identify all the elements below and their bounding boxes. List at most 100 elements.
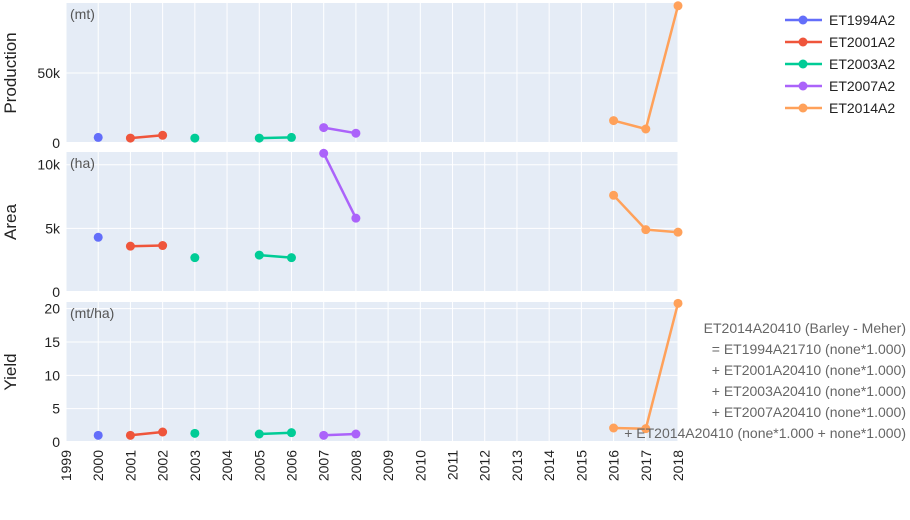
series-et2003a2-point	[254, 133, 264, 143]
unit-label: (ha)	[70, 155, 95, 171]
series-et2014a2-point	[673, 227, 683, 237]
x-tick-label: 1999	[58, 450, 74, 481]
x-tick-label: 2006	[283, 450, 299, 481]
series-et2001a2-point	[125, 430, 135, 440]
series-et2001a2-point	[158, 241, 168, 251]
series-et2014a2-point	[673, 1, 683, 11]
legend-label: ET2014A2	[829, 100, 895, 116]
series-et2001a2-point	[158, 427, 168, 437]
series-et2003a2-point	[286, 428, 296, 438]
legend-label: ET2007A2	[829, 78, 895, 94]
series-et2007a2-point	[319, 430, 329, 440]
series-et1994a2-point	[93, 232, 103, 242]
legend: ET1994A2 ET2001A2 ET2003A2 ET2007A2 ET2014A2	[785, 12, 895, 116]
annotation-line: = ET1994A21710 (none*1.000)	[712, 341, 906, 357]
plot-background	[66, 152, 678, 292]
x-tick-label: 2018	[670, 450, 686, 481]
series-et2003a2-line	[259, 253, 292, 259]
series-et1994a2-point	[93, 132, 103, 142]
y-tick-label: 10k	[37, 157, 61, 173]
x-tick-label: 2001	[122, 450, 138, 481]
x-tick-label: 2003	[187, 450, 203, 481]
series-et2014a2-point	[609, 116, 619, 126]
series-et2001a2-point	[125, 133, 135, 143]
panel-production: 0 50k Production (mt)	[1, 1, 683, 151]
x-tick-label: 2000	[90, 450, 106, 481]
series-et2007a2-point	[319, 123, 329, 133]
series-et2007a2-line	[322, 152, 358, 219]
legend-label: ET2001A2	[829, 34, 895, 50]
series-et2001a2-point	[125, 241, 135, 251]
y-tick-label: 0	[52, 434, 60, 450]
legend-swatch-marker	[798, 15, 808, 25]
x-tick-label: 2016	[606, 450, 622, 481]
x-tick-label: 2010	[412, 450, 428, 481]
x-tick-label: 2012	[477, 450, 493, 481]
annotation-line: + ET2003A20410 (none*1.000)	[712, 383, 906, 399]
x-tick-label: 2007	[316, 450, 332, 481]
x-tick-label: 2002	[155, 450, 171, 481]
unit-label: (mt)	[70, 6, 95, 22]
annotation-line: ET2014A20410 (Barley - Meher)	[704, 320, 906, 336]
series-et2003a2-point	[190, 253, 200, 263]
series-et2014a2-point	[641, 424, 651, 434]
x-tick-label: 2011	[445, 450, 461, 480]
legend-label: ET2003A2	[829, 56, 895, 72]
series-et2001a2-line	[130, 430, 163, 437]
series-et2001a2-point	[158, 130, 168, 140]
legend-swatch-marker	[798, 37, 808, 47]
unit-label: (mt/ha)	[70, 305, 114, 321]
series-et2014a2-point	[641, 124, 651, 134]
x-tick-label: 2008	[348, 450, 364, 481]
series-et2003a2-point	[190, 133, 200, 143]
y-axis-label: Production	[1, 32, 20, 113]
x-tick-label: 2013	[509, 450, 525, 481]
series-et1994a2-point	[93, 430, 103, 440]
annotation-line: + ET2001A20410 (none*1.000)	[712, 362, 906, 378]
y-axis-label: Yield	[1, 353, 20, 390]
plot-background	[66, 302, 678, 442]
series-et2007a2-point	[319, 148, 329, 158]
y-tick-label: 5	[52, 401, 60, 417]
y-tick-label: 20	[44, 301, 60, 317]
series-et2003a2-line	[259, 136, 292, 140]
series-et2014a2-point	[673, 298, 683, 308]
series-et2014a2-point	[641, 225, 651, 235]
series-et2014a2-point	[609, 190, 619, 200]
series-et2003a2-point	[254, 250, 264, 260]
x-tick-label: 2014	[541, 450, 557, 481]
x-tick-label: 2017	[638, 450, 654, 481]
series-et2003a2-point	[286, 132, 296, 142]
y-tick-label: 5k	[45, 220, 61, 236]
y-tick-label: 10	[44, 367, 60, 383]
legend-swatch-marker	[798, 81, 808, 91]
series-et2003a2-line	[259, 431, 292, 436]
panel-yield: 0 5 10 15 20 Yield (mt/ha)	[1, 298, 683, 450]
series-et2014a2-point	[609, 423, 619, 433]
annotation-line: + ET2014A20410 (none*1.000 + none*1.000)	[624, 425, 906, 441]
panel-area: 0 5k 10k Area (ha)	[1, 148, 683, 300]
x-tick-label: 2015	[573, 450, 589, 481]
legend-swatch-marker	[798, 103, 808, 113]
annotation: ET2014A20410 (Barley - Meher) = ET1994A21…	[624, 320, 906, 441]
legend-swatch-marker	[798, 59, 808, 69]
y-tick-label: 15	[44, 334, 60, 350]
series-et2007a2-point	[351, 429, 361, 439]
series-et2003a2-point	[254, 429, 264, 439]
series-et2001a2-line	[130, 244, 163, 248]
series-et2007a2-point	[351, 128, 361, 138]
y-tick-label: 0	[52, 135, 60, 151]
series-et2003a2-point	[286, 253, 296, 263]
series-et2007a2-line	[323, 126, 357, 135]
y-tick-label: 0	[52, 284, 60, 300]
series-et2003a2-point	[190, 428, 200, 438]
series-et2001a2-line	[130, 134, 163, 140]
x-tick-label: 2004	[219, 450, 235, 481]
y-axis-label: Area	[1, 204, 20, 240]
y-tick-label: 50k	[37, 65, 61, 81]
x-tick-label: 2009	[380, 450, 396, 481]
annotation-line: + ET2007A20410 (none*1.000)	[712, 404, 906, 420]
legend-label: ET1994A2	[829, 12, 895, 28]
series-et2007a2-point	[351, 213, 361, 223]
